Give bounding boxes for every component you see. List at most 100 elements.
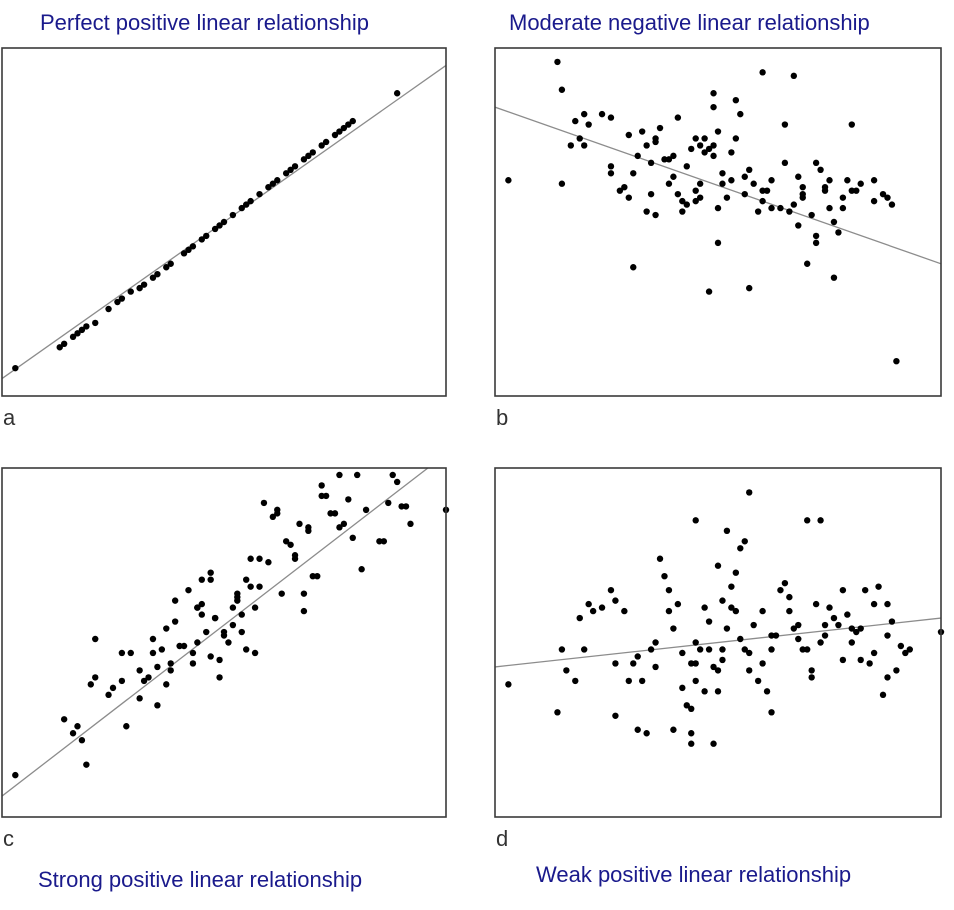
data-point — [688, 730, 695, 737]
data-point — [683, 201, 690, 208]
panel-label-a: a — [3, 405, 16, 430]
data-point — [746, 667, 753, 674]
data-point — [291, 163, 299, 170]
data-point — [638, 128, 646, 135]
data-point — [309, 149, 316, 156]
data-point — [291, 555, 299, 562]
data-point — [318, 492, 325, 500]
data-point — [692, 639, 699, 646]
data-point — [710, 663, 717, 671]
data-point — [754, 208, 762, 215]
data-point — [607, 586, 615, 594]
data-point — [180, 642, 188, 650]
data-point — [74, 330, 81, 337]
data-point — [897, 642, 905, 650]
data-point — [402, 503, 410, 510]
data-point — [705, 618, 713, 625]
data-point — [305, 527, 312, 535]
data-point — [78, 326, 86, 334]
data-point — [759, 69, 766, 76]
data-point — [349, 534, 356, 541]
data-point — [701, 135, 708, 142]
data-point — [732, 607, 740, 615]
data-point — [670, 173, 677, 180]
data-point — [844, 177, 851, 184]
data-point — [857, 625, 864, 632]
data-point — [848, 187, 855, 194]
data-point — [812, 232, 820, 240]
data-point — [817, 166, 824, 173]
data-point — [136, 695, 143, 702]
data-point — [154, 271, 161, 278]
data-point — [692, 660, 699, 667]
data-point — [269, 513, 277, 521]
fit-line — [495, 106, 941, 265]
data-point — [296, 520, 303, 528]
data-point — [638, 677, 646, 685]
data-point — [888, 618, 896, 625]
data-point — [719, 170, 726, 177]
data-point — [625, 194, 632, 201]
data-point — [630, 660, 637, 667]
data-point — [710, 90, 717, 97]
data-point — [340, 520, 348, 528]
data-point — [247, 583, 254, 590]
data-point — [198, 576, 205, 583]
data-point — [857, 656, 864, 664]
data-point — [189, 660, 197, 667]
data-point — [902, 649, 909, 657]
data-point — [705, 646, 713, 653]
data-point — [808, 211, 815, 219]
data-point — [136, 284, 143, 292]
panel-label-b: b — [496, 405, 509, 430]
data-point — [229, 621, 237, 629]
data-point — [109, 684, 117, 692]
data-point — [696, 180, 704, 187]
data-point — [380, 538, 388, 545]
data-point — [737, 110, 744, 118]
data-point — [647, 159, 655, 167]
data-point — [251, 604, 259, 611]
data-point — [853, 187, 860, 194]
data-point — [318, 142, 325, 149]
data-point — [848, 121, 855, 128]
data-point — [180, 250, 188, 257]
data-point — [781, 121, 789, 128]
data-point — [340, 124, 348, 132]
data-point — [158, 646, 166, 653]
data-point — [710, 142, 717, 149]
data-point — [163, 625, 170, 632]
data-point — [906, 646, 913, 653]
data-point — [719, 597, 726, 604]
data-point — [243, 646, 250, 653]
data-point — [229, 211, 237, 219]
data-point — [804, 260, 811, 267]
data-point — [799, 646, 806, 653]
data-point — [149, 635, 157, 643]
data-point — [732, 569, 740, 576]
data-point — [759, 660, 766, 667]
data-point — [167, 260, 174, 267]
data-point — [714, 239, 722, 247]
data-point — [136, 667, 143, 674]
data-point — [870, 600, 878, 608]
data-point — [804, 517, 811, 524]
data-point — [376, 538, 383, 545]
data-point — [701, 149, 708, 156]
data-point — [634, 152, 641, 160]
data-point — [875, 583, 882, 590]
data-point — [282, 170, 290, 177]
data-point — [220, 218, 228, 226]
data-point — [198, 236, 205, 243]
data-point — [154, 663, 161, 671]
data-point — [589, 607, 597, 615]
data-point — [554, 709, 561, 716]
data-point — [621, 607, 628, 615]
data-point — [732, 135, 740, 142]
data-point — [612, 597, 619, 604]
data-point — [870, 197, 878, 205]
data-point — [661, 572, 668, 580]
data-point — [114, 298, 121, 306]
data-point — [790, 201, 798, 208]
data-point — [572, 117, 579, 125]
